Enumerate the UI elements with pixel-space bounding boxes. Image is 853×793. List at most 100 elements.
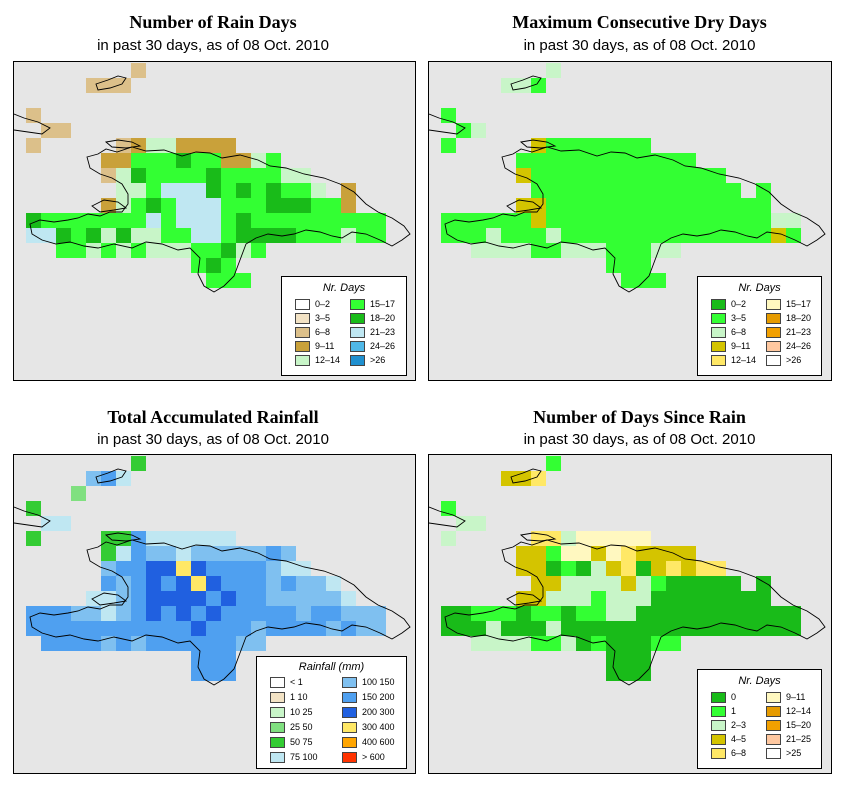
grid-cell [456,228,471,243]
grid-cell [131,63,146,78]
grid-cell [161,561,176,576]
grid-cell [341,183,356,198]
grid-cell [311,213,326,228]
grid-cell [251,243,266,258]
grid-cell [131,168,146,183]
grid-cell [146,561,161,576]
grid-cell [666,243,681,258]
legend-label: 21–25 [786,734,812,744]
grid-cell [236,561,251,576]
grid-cell [456,213,471,228]
map-legend: Nr. Days 0–2 3–5 6–8 9–11 12–14 15–17 18–20 21–… [281,276,407,376]
legend-swatch [270,677,285,688]
legend-swatch [766,327,781,338]
grid-cell [206,153,221,168]
grid-cell [516,213,531,228]
grid-cell [711,561,726,576]
grid-cell [251,576,266,591]
grid-cell [86,471,101,486]
grid-cell [206,591,221,606]
grid-cell [26,138,41,153]
grid-cell [696,228,711,243]
grid-cell [576,621,591,636]
grid-cell [666,636,681,651]
legend-label: 9–11 [786,692,806,702]
grid-cell [101,153,116,168]
grid-cell [696,576,711,591]
grid-cell [371,213,386,228]
grid-cell [56,228,71,243]
grid-cell [41,636,56,651]
grid-cell [116,621,131,636]
legend-label: 15–17 [786,299,812,309]
grid-cell [561,636,576,651]
grid-cell [251,168,266,183]
grid-cell [621,531,636,546]
legend-swatch [342,707,357,718]
grid-cell [221,138,236,153]
legend-swatch [766,355,781,366]
grid-cell [191,138,206,153]
grid-cell [131,576,146,591]
grid-cell [651,228,666,243]
grid-cell [636,576,651,591]
grid-cell [441,621,456,636]
grid-cell [636,666,651,681]
legend-swatch [711,706,726,717]
grid-cell [86,213,101,228]
legend-swatch [270,737,285,748]
grid-cell [206,546,221,561]
grid-cell [41,123,56,138]
grid-cell [266,153,281,168]
grid-cell [281,198,296,213]
grid-cell [116,153,131,168]
grid-cell [546,456,561,471]
grid-cell [561,198,576,213]
grid-cell [326,606,341,621]
legend-swatch [711,720,726,731]
grid-cell [311,591,326,606]
grid-cell [281,228,296,243]
legend-label: 2–3 [731,720,747,730]
grid-cell [116,576,131,591]
grid-cell [726,576,741,591]
grid-cell [576,153,591,168]
grid-cell [341,198,356,213]
grid-cell [191,621,206,636]
grid-cell [221,606,236,621]
grid-cell [296,168,311,183]
grid-cell [471,123,486,138]
legend-label: 24–26 [786,341,812,351]
grid-cell [696,183,711,198]
grid-cell [591,213,606,228]
grid-cell [146,213,161,228]
grid-cell [531,213,546,228]
grid-cell [326,621,341,636]
legend-swatch [342,737,357,748]
grid-cell [221,258,236,273]
grid-cell [696,621,711,636]
grid-cell [666,213,681,228]
grid-cell [206,243,221,258]
grid-cell [651,213,666,228]
grid-cell [191,243,206,258]
legend-label: 21–23 [370,327,396,337]
grid-cell [471,243,486,258]
grid-cell [621,183,636,198]
grid-cell [266,576,281,591]
legend-label: 3–5 [731,313,747,323]
grid-cell [26,531,41,546]
grid-cell [221,243,236,258]
grid-cell [591,576,606,591]
grid-cell [606,606,621,621]
grid-cell [681,591,696,606]
grid-cell [236,273,251,288]
grid-cell [606,621,621,636]
legend-label: > 600 [362,752,385,762]
grid-cell [86,621,101,636]
grid-cell [206,636,221,651]
grid-cell [651,183,666,198]
grid-cell [756,198,771,213]
grid-cell [146,138,161,153]
grid-cell [441,138,456,153]
